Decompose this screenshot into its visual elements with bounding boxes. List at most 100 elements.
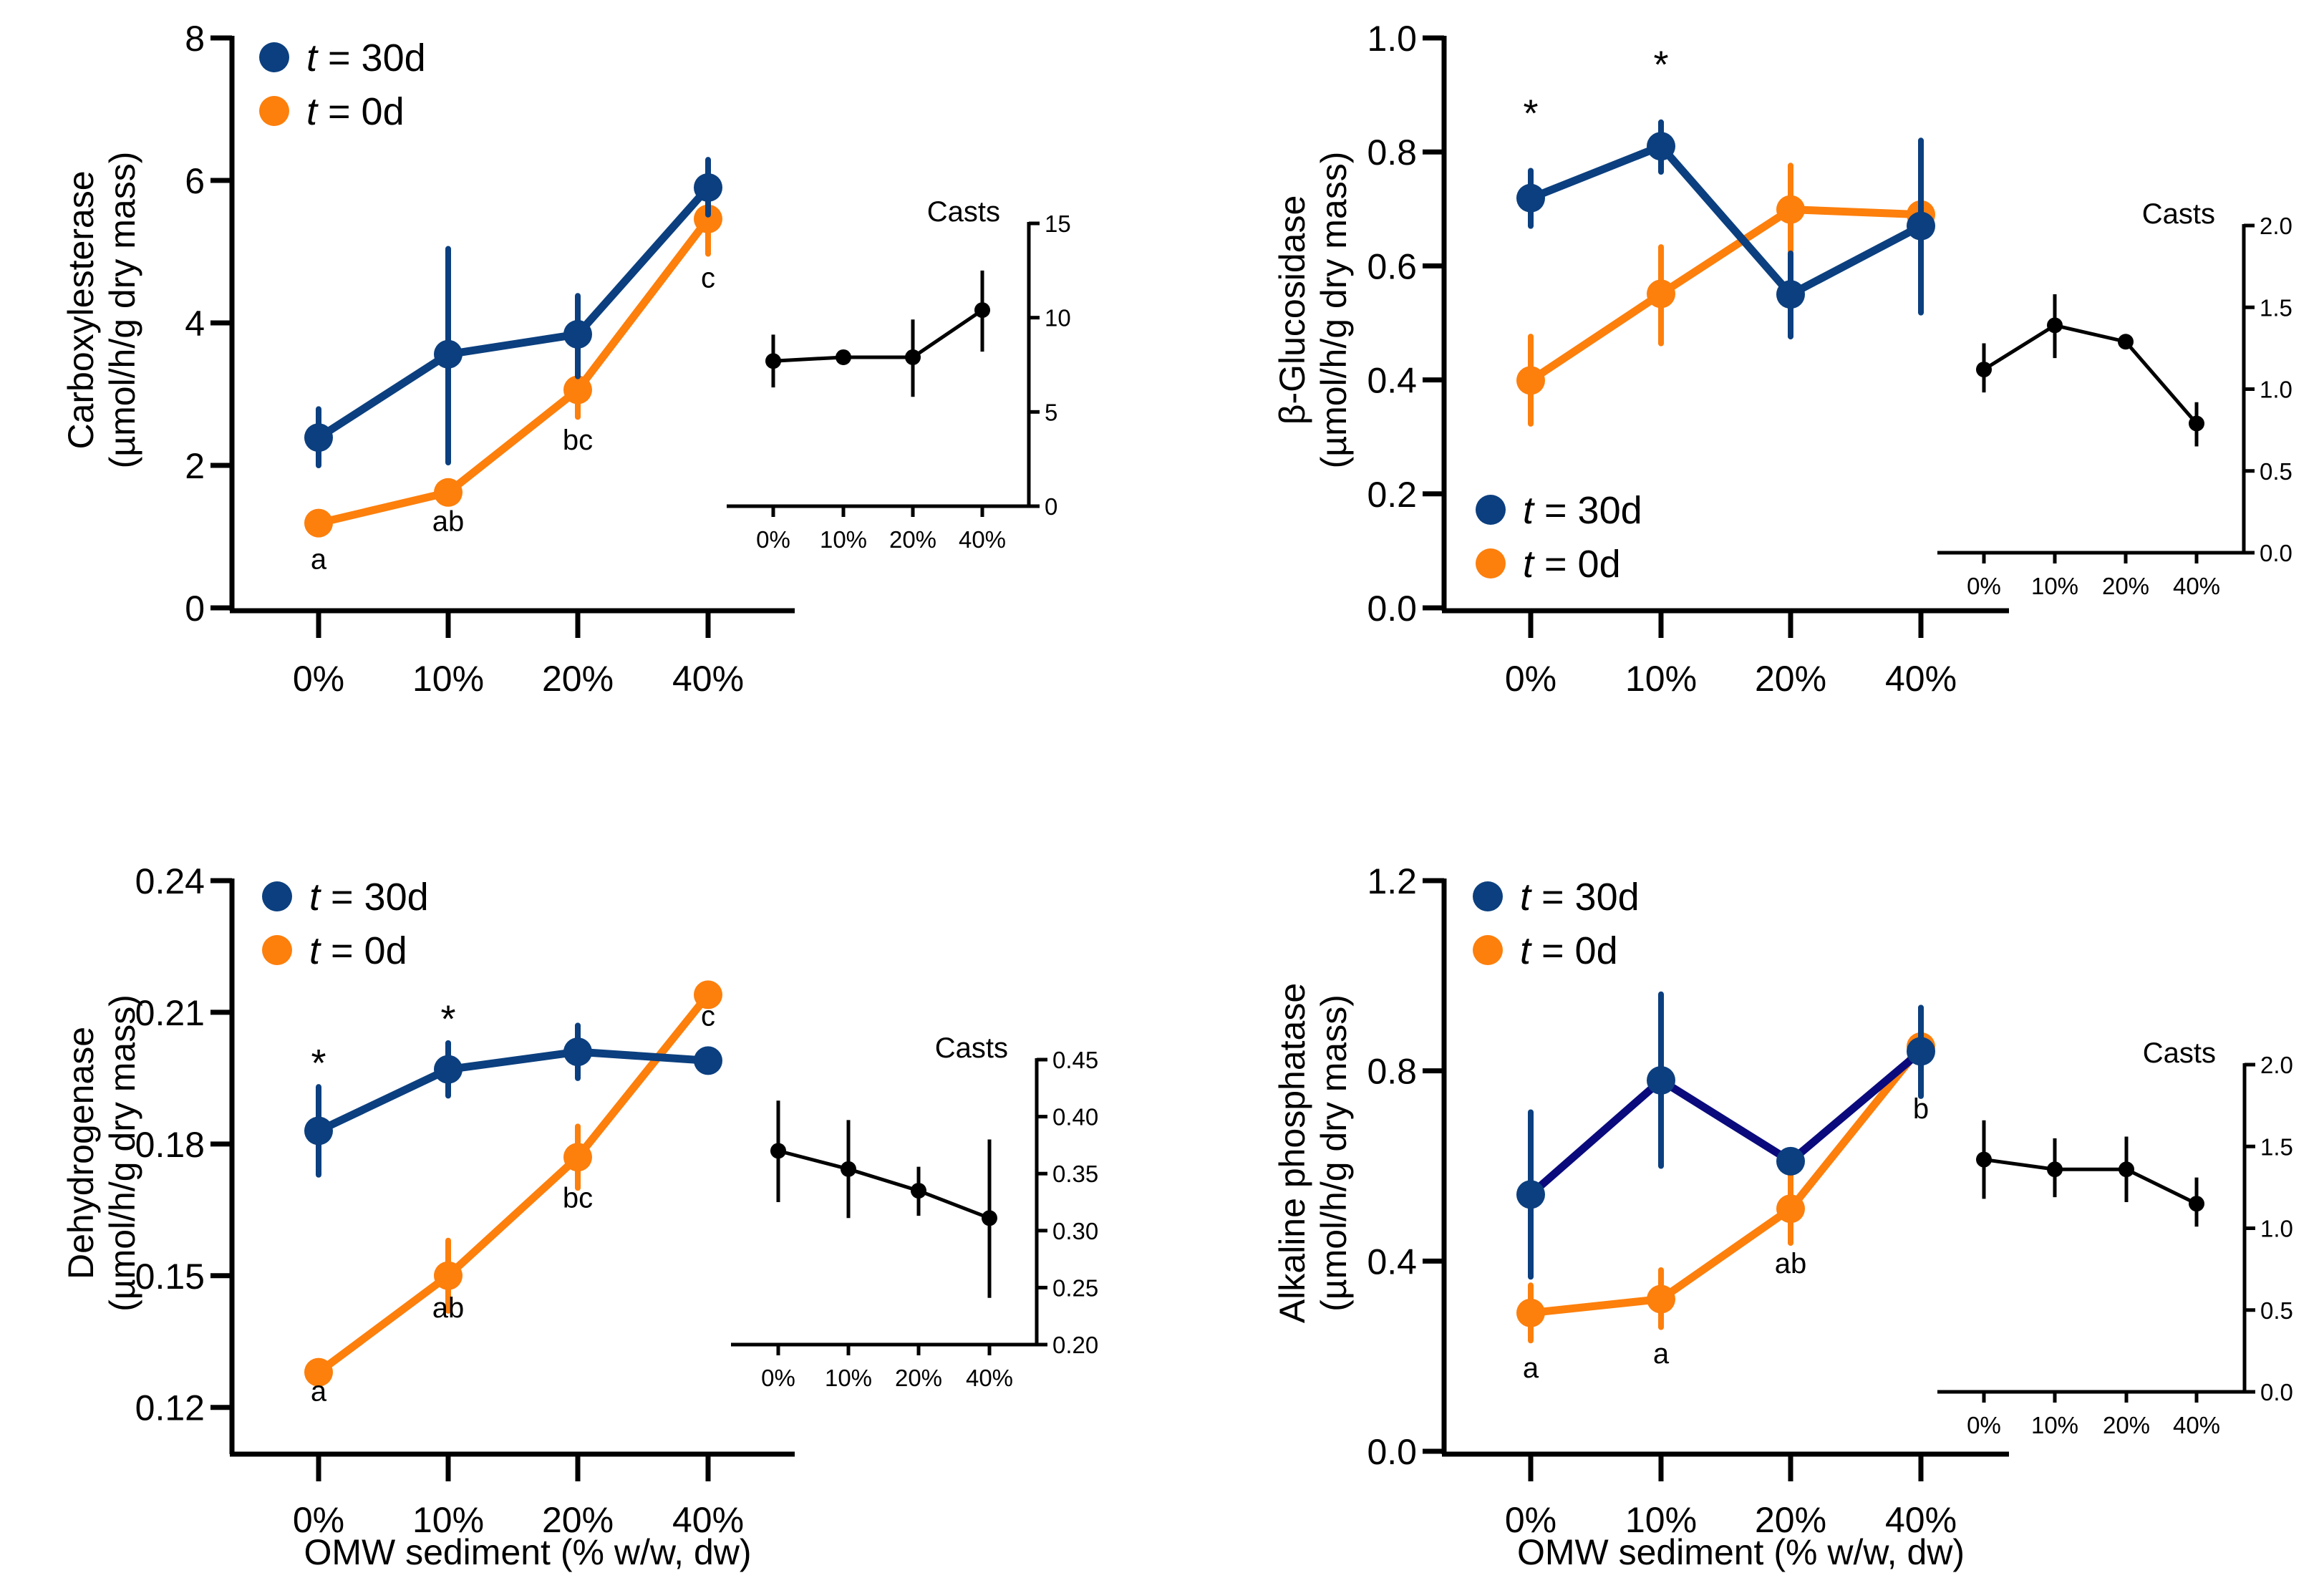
x-tick-label: 0% [1505,659,1556,699]
inset-y-tick-label: 15 [1045,210,1071,237]
significance-star: * [1653,44,1668,87]
significance-letter: ab [432,506,465,538]
significance-letter: c [701,1000,715,1032]
inset-y-tick-label: 2.0 [2260,1052,2293,1078]
inset-title: Casts [2142,198,2215,230]
inset-x-tick-label: 10% [820,526,867,553]
series-line [1529,142,1923,299]
inset-y-tick-label: 10 [1045,305,1071,331]
inset-y-tick-label: 0.5 [2260,1297,2293,1324]
x-tick-label: 20% [542,1500,614,1540]
inset-series-line [773,309,984,363]
legend-marker-t0 [1476,548,1506,579]
legend-label: t = 30d [309,876,429,919]
data-point [563,375,592,405]
data-point [1516,183,1545,213]
data-point [434,1055,463,1084]
inset-data-point [765,353,781,369]
inset-title: Casts [927,196,1000,228]
series-line [1528,1048,1924,1198]
data-point [563,319,592,349]
data-point [434,1261,463,1290]
legend-value: = 0d [1531,929,1618,972]
data-point [434,478,463,507]
data-point [1647,132,1675,161]
significance-star: * [440,998,455,1041]
data-point [563,1143,592,1172]
y-axis-label-units: (µmol/h/g dry mass) [102,152,142,469]
series-t30 [304,157,722,468]
y-axis-label-name: β-Glucosidase [1272,195,1312,425]
significance-letter: bc [563,425,593,456]
inset-data-point [2119,1161,2134,1178]
data-point [694,173,722,202]
inset-x-tick-label: 20% [2102,573,2149,599]
inset-data-point [982,1210,997,1226]
significance-letter: a [1653,1338,1670,1370]
legend-variable: t [1520,929,1532,972]
y-axis-label-name: Dehydrogenase [61,1027,101,1279]
inset-y-tick-label: 0.20 [1052,1332,1098,1358]
inset-y-tick-label: 5 [1045,399,1057,425]
inset-data-point [770,1143,786,1159]
legend-label: t = 0d [1520,929,1618,972]
inset-y-tick-label: 0 [1045,493,1057,520]
significance-letter: b [1913,1093,1929,1125]
y-tick-label: 0.8 [1367,132,1417,173]
inset-data-point [2118,334,2134,350]
y-tick-label: 0.6 [1367,246,1417,286]
y-tick-label: 0.21 [135,993,205,1033]
series-t30 [304,1022,722,1178]
inset-data-point [2047,1161,2063,1178]
x-tick-label: 10% [1625,1500,1697,1540]
y-axis-label-units: (µmol/h/g dry mass) [1314,152,1354,469]
inset-series-line [1982,323,2198,425]
inset-data-point [905,349,921,365]
data-point [694,980,722,1010]
inset-casts: 0.0 0.5 1.0 1.5 2.0 0% 10% 20% 40% Casts [1937,1037,2293,1438]
data-point [434,339,463,369]
legend-marker-t0 [262,935,292,965]
inset-data-point [1976,1151,1992,1168]
legend-variable: t [1523,543,1535,586]
significance-letter: bc [563,1183,593,1214]
data-point [1516,1298,1545,1327]
inset-data-point [2047,317,2063,334]
series-line [1530,1044,1924,1317]
x-axis-title: OMW sediment (% w/w, dw) [304,1532,751,1572]
x-tick-label: 10% [412,659,484,699]
inset-data-point [974,302,990,319]
series-line [1528,205,1922,384]
data-point [1776,195,1805,224]
inset-title: Casts [2143,1037,2216,1069]
inset-x-tick-label: 20% [2103,1412,2150,1438]
inset-casts: 0 5 10 15 0% 10% 20% 40% Casts [727,196,1071,553]
legend-value: = 0d [1534,543,1621,586]
data-point [1516,1180,1545,1209]
y-axis-label-units: (µmol/h/g dry mass) [102,994,142,1312]
series-t30 [1516,119,1935,340]
y-axis-label: Alkaline phosphatase (µmol/h/g dry mass) [1272,983,1354,1323]
inset-y-tick-label: 1.5 [2260,1133,2293,1160]
data-point [1776,280,1805,309]
inset-x-tick-label: 40% [966,1365,1013,1391]
x-tick-label: 40% [672,1500,744,1540]
y-tick-label: 0.24 [135,861,205,901]
data-point [1516,366,1545,395]
series-line [316,185,712,441]
data-point [563,1037,592,1067]
inset-casts: 0.0 0.5 1.0 1.5 2.0 0% 10% 20% 40% Casts [1937,198,2292,599]
inset-y-tick-label: 1.0 [2260,1216,2293,1242]
legend-marker-t30 [262,881,292,911]
inset-data-point [2189,415,2204,432]
y-tick-label: 0.15 [135,1257,205,1297]
x-tick-label: 20% [542,659,614,699]
data-point [304,423,333,452]
inset-data-point [911,1183,926,1199]
significance-star: * [1523,92,1538,135]
y-tick-label: 8 [185,19,205,59]
inset-y-tick-label: 0.0 [2260,1379,2293,1405]
inset-x-tick-label: 20% [895,1365,942,1391]
